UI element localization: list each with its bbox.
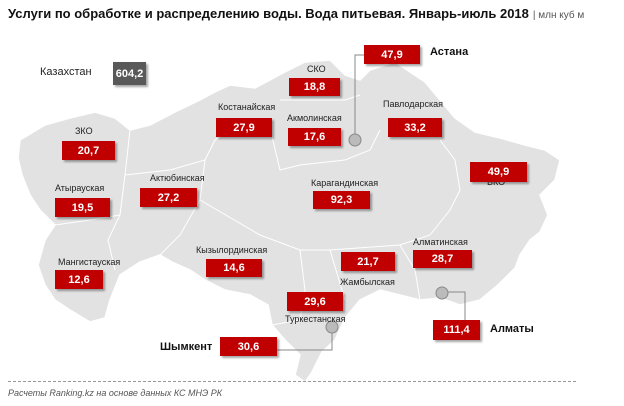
- label-zko: ЗКО: [75, 126, 93, 136]
- almaty-marker-icon: [435, 286, 449, 300]
- value-sko: 18,8: [289, 78, 340, 96]
- value-kostanay: 27,9: [216, 118, 272, 137]
- title-text: Услуги по обработке и распределению воды…: [8, 6, 529, 21]
- label-kyzylorda: Кызылординская: [196, 245, 268, 255]
- value-almaty-city: 111,4: [433, 320, 480, 340]
- value-mangistau: 12,6: [55, 270, 103, 289]
- total-label: Казахстан: [40, 66, 92, 78]
- label-karaganda: Карагандинская: [311, 178, 379, 188]
- label-almaty-region: Алматинская: [413, 237, 468, 247]
- value-vko: 49,9: [470, 162, 527, 182]
- leader-lines: [277, 54, 466, 351]
- divider: [8, 381, 576, 382]
- value-atyrau: 19,5: [55, 198, 110, 217]
- label-astana: Астана: [430, 46, 469, 58]
- source-note: Расчеты Ranking.kz на основе данных КС М…: [8, 388, 223, 398]
- value-turkestan: 29,6: [287, 292, 343, 311]
- label-sko: СКО: [307, 64, 326, 74]
- value-aktobe: 27,2: [140, 188, 197, 207]
- country-shape: [17, 59, 561, 384]
- unit-label: | млн куб м: [532, 10, 585, 21]
- value-almaty-region: 28,7: [413, 250, 472, 268]
- region-borders: [54, 94, 461, 326]
- value-pavlodar: 33,2: [388, 118, 442, 137]
- value-kyzylorda: 14,6: [206, 259, 262, 277]
- value-zhambyl: 21,7: [341, 252, 395, 271]
- shymkent-marker-icon: [325, 320, 339, 334]
- value-shymkent: 30,6: [220, 337, 277, 356]
- label-kostanay: Костанайская: [218, 102, 276, 112]
- label-pavlodar: Павлодарская: [383, 99, 443, 109]
- label-atyrau: Атырауская: [55, 183, 105, 193]
- label-turkestan: Туркестанская: [285, 314, 346, 324]
- total-value: 604,2: [113, 62, 146, 85]
- label-zhambyl: Жамбылская: [340, 277, 395, 287]
- label-akmola: Акмолинская: [287, 113, 342, 123]
- value-karaganda: 92,3: [313, 191, 370, 209]
- label-shymkent: Шымкент: [160, 341, 213, 353]
- value-astana: 47,9: [364, 45, 420, 64]
- label-vko: ВКО: [487, 177, 506, 187]
- value-zko: 20,7: [62, 141, 115, 160]
- label-mangistau: Мангистауская: [58, 257, 121, 267]
- astana-marker-icon: [348, 133, 362, 147]
- value-akmola: 17,6: [288, 128, 341, 146]
- page-title: Услуги по обработке и распределению воды…: [8, 6, 584, 21]
- label-almaty-city: Алматы: [490, 323, 534, 335]
- label-aktobe: Актюбинская: [150, 173, 205, 183]
